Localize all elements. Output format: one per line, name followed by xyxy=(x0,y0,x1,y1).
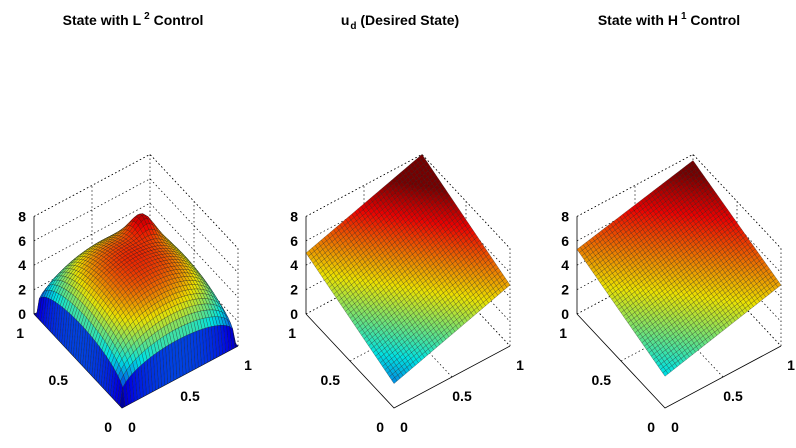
z-tick-label: 0 xyxy=(561,306,569,322)
y-tick-label: 0 xyxy=(104,419,112,435)
x-tick-label: 1 xyxy=(787,357,795,373)
chart-title-main: State with H xyxy=(598,12,678,28)
surface-panel-2: 0 2 4 6 8 0 0.5 1 0 0.5 1 ud (Desired State) xyxy=(288,12,524,435)
z-tick-label: 4 xyxy=(561,257,569,273)
chart-title-rest: (Desired State) xyxy=(356,12,459,28)
y-tick-label: 0 xyxy=(376,419,384,435)
surface-mesh xyxy=(33,213,239,409)
z-tick-label: 0 xyxy=(290,306,298,322)
chart-title: ud (Desired State) xyxy=(341,12,459,32)
z-tick-label: 8 xyxy=(18,208,26,224)
z-tick-label: 8 xyxy=(561,208,569,224)
chart-title-rest: Control xyxy=(150,12,204,28)
y-tick-label: 0 xyxy=(647,419,655,435)
x-tick-label: 0.5 xyxy=(180,388,200,404)
z-gridline xyxy=(33,202,239,298)
x-tick-label: 0.5 xyxy=(452,388,472,404)
z-tick-label: 8 xyxy=(290,208,298,224)
y-tick-label: 1 xyxy=(16,325,24,341)
y-gridline xyxy=(77,201,195,362)
y-tick-label: 0.5 xyxy=(49,372,69,388)
z-tick-label: 6 xyxy=(290,233,298,249)
x-tick-label: 0 xyxy=(671,419,679,435)
chart-title-main: State with L xyxy=(63,12,142,28)
y-tick-label: 1 xyxy=(559,325,567,341)
chart-title-rest: Control xyxy=(687,12,741,28)
x-tick-label: 1 xyxy=(244,357,252,373)
z-gridline xyxy=(33,178,239,274)
z-tick-label: 6 xyxy=(18,233,26,249)
z-tick-label: 4 xyxy=(290,257,298,273)
surface-mesh xyxy=(305,154,511,384)
x-tick-label: 1 xyxy=(516,357,524,373)
z-tick-label: 2 xyxy=(18,282,26,298)
surface-mesh xyxy=(576,160,782,377)
x-tick-label: 0 xyxy=(128,419,136,435)
z-tick-label: 0 xyxy=(18,306,26,322)
x-tick-label: 0.5 xyxy=(723,388,743,404)
chart-title-main: u xyxy=(341,12,350,28)
x-tick-label: 0 xyxy=(400,419,408,435)
z-tick-label: 2 xyxy=(561,282,569,298)
y-tick-label: 0.5 xyxy=(321,372,341,388)
y-tick-label: 1 xyxy=(288,325,296,341)
z-tick-label: 6 xyxy=(561,233,569,249)
z-tick-label: 2 xyxy=(290,282,298,298)
z-tick-label: 4 xyxy=(18,257,26,273)
y-tick-label: 0.5 xyxy=(592,372,612,388)
z-gridline xyxy=(33,153,239,249)
